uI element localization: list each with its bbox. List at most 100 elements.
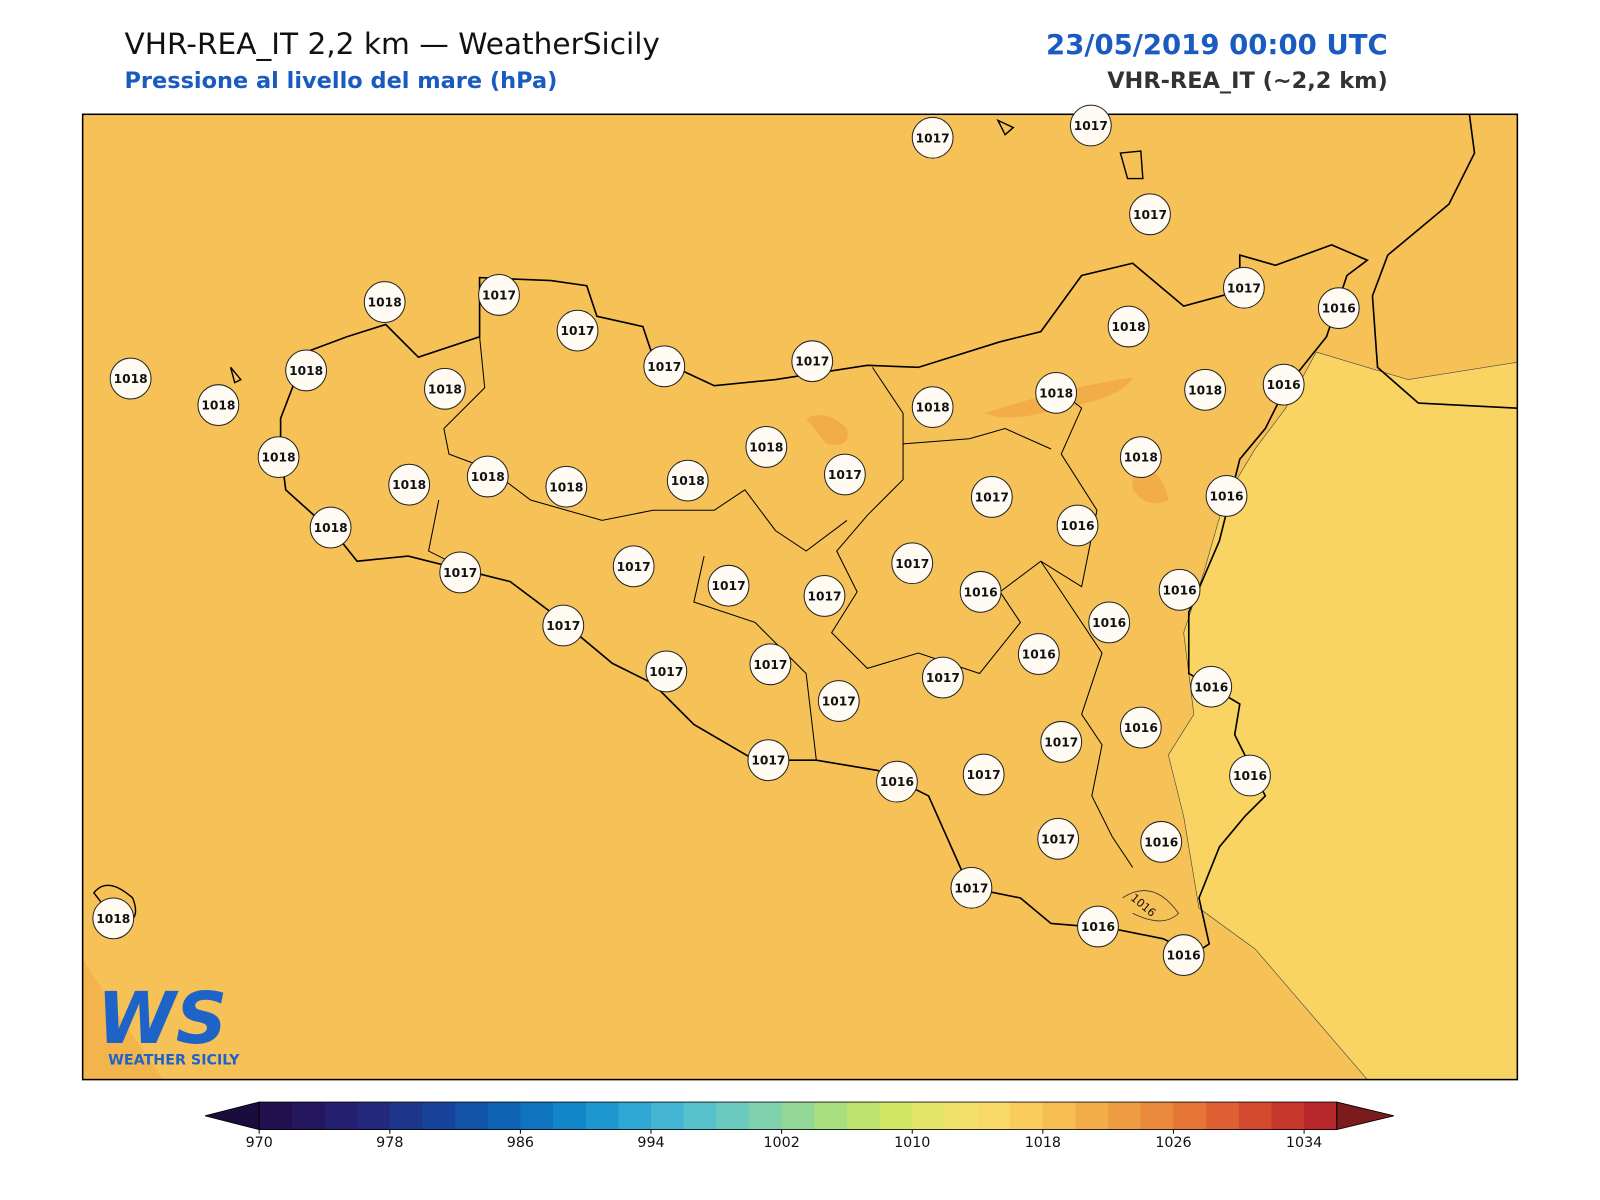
- colorbar-extend-high: [1336, 1101, 1394, 1131]
- station: 1017: [707, 564, 750, 607]
- station-value: 1016: [1092, 616, 1126, 630]
- station: 1017: [439, 551, 482, 594]
- station-value: 1016: [1144, 835, 1178, 849]
- station: 1018: [745, 426, 788, 468]
- station-value: 1018: [549, 480, 583, 494]
- station: 1017: [747, 739, 790, 782]
- station-value: 1017: [916, 131, 950, 145]
- station-marker: [1119, 706, 1162, 749]
- colorbar-bin: [1206, 1102, 1240, 1130]
- station: 1017: [791, 340, 834, 383]
- station-value: 1018: [916, 401, 950, 415]
- colorbar-tick-label: 1002: [763, 1135, 799, 1151]
- station-value: 1016: [1022, 648, 1056, 662]
- station: 1018: [1119, 436, 1162, 479]
- station-value: 1018: [262, 451, 296, 465]
- station-value: 1016: [1322, 302, 1356, 316]
- station-value: 1017: [926, 671, 960, 685]
- station-marker: [439, 551, 482, 594]
- station-value: 1017: [1041, 832, 1075, 846]
- station: 1017: [962, 753, 1005, 796]
- station-marker: [556, 309, 599, 352]
- colorbar-bin: [944, 1102, 979, 1130]
- station-marker: [970, 476, 1013, 518]
- station: 1017: [478, 273, 520, 316]
- station-value: 1017: [795, 355, 829, 369]
- coastline: [279, 244, 1369, 956]
- station: 1018: [257, 436, 300, 479]
- station-marker: [542, 604, 585, 647]
- station: 1016: [876, 760, 918, 803]
- station-marker: [911, 386, 954, 429]
- station: 1018: [309, 506, 352, 549]
- station-value: 1017: [1044, 735, 1078, 749]
- station-marker: [1190, 665, 1233, 708]
- stations: 1017 1017 1017 1018 1017 1017 1017 1017 1017 1016…: [92, 104, 1360, 977]
- station-value: 1018: [471, 470, 505, 484]
- station-marker: [388, 463, 431, 506]
- colorbar-tick-label: 978: [376, 1135, 403, 1151]
- station: 1018: [911, 386, 954, 429]
- station-value: 1017: [807, 589, 841, 603]
- colorbar-tick-label: 994: [637, 1135, 664, 1151]
- station-marker: [1262, 363, 1305, 406]
- colorbar-tick-label: 1034: [1286, 1135, 1322, 1151]
- station-marker: [1037, 817, 1080, 860]
- colorbar-extend-low: [205, 1101, 260, 1131]
- station: 1018: [197, 384, 240, 427]
- station-value: 1017: [1074, 119, 1108, 133]
- station-value: 1017: [561, 324, 595, 338]
- colorbar-bin: [553, 1102, 587, 1130]
- station-marker: [745, 426, 788, 468]
- station: 1017: [643, 345, 686, 388]
- colorbar-bin: [1173, 1102, 1207, 1130]
- station-value: 1016: [1267, 378, 1301, 392]
- station: 1017: [911, 116, 954, 159]
- station-value: 1016: [1194, 680, 1228, 694]
- station: 1016: [959, 570, 1002, 613]
- station: 1017: [645, 650, 688, 693]
- station-marker: [1317, 287, 1360, 330]
- colorbar-bin: [1140, 1102, 1174, 1130]
- station-marker: [1056, 504, 1099, 547]
- station-value: 1017: [712, 579, 746, 593]
- colorbar-bin: [1010, 1102, 1044, 1130]
- station-value: 1018: [749, 440, 783, 454]
- station-marker: [1205, 475, 1248, 517]
- colorbar-bin: [977, 1102, 1011, 1130]
- station-value: 1016: [1124, 721, 1158, 735]
- station: 1018: [388, 463, 431, 506]
- colorbar-bin: [357, 1102, 391, 1130]
- station-marker: [921, 656, 964, 699]
- station-value: 1016: [1061, 519, 1095, 533]
- station-value: 1017: [1133, 208, 1167, 222]
- colorbar-bin: [683, 1102, 717, 1130]
- station-marker: [197, 384, 240, 427]
- station: 1018: [109, 357, 152, 400]
- station-value: 1018: [428, 382, 462, 396]
- station-marker: [1107, 305, 1150, 348]
- station-value: 1018: [201, 399, 235, 413]
- station: 1018: [545, 465, 588, 508]
- station-marker: [891, 542, 934, 585]
- station-value: 1018: [671, 474, 705, 488]
- station-value: 1018: [1039, 386, 1073, 400]
- station-value: 1017: [954, 881, 988, 895]
- station: 1017: [1222, 266, 1265, 309]
- station-marker: [643, 345, 686, 388]
- station-marker: [363, 281, 406, 323]
- colorbar-bin: [455, 1102, 489, 1130]
- station: 1018: [285, 349, 328, 392]
- colorbar-bin: [1075, 1102, 1109, 1130]
- logo-mark: WS: [97, 977, 227, 1060]
- station-value: 1018: [114, 372, 148, 386]
- station-value: 1018: [1188, 383, 1222, 397]
- station-marker: [817, 680, 860, 722]
- station: 1017: [1069, 104, 1112, 147]
- station: 1018: [466, 455, 509, 498]
- colorbar-bin: [520, 1102, 554, 1130]
- station: 1018: [423, 367, 466, 410]
- station: 1017: [950, 866, 993, 909]
